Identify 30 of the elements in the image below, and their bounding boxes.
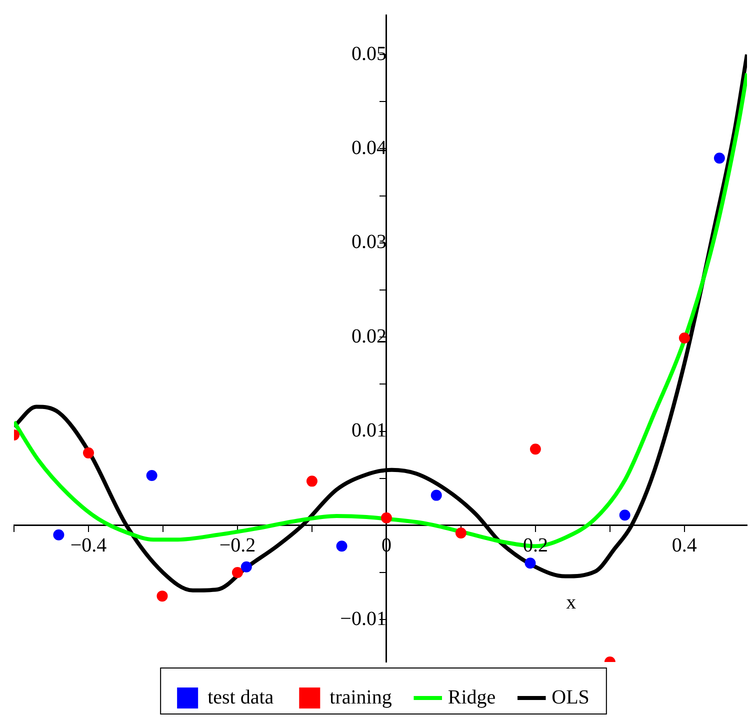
x-axis-title: x — [566, 592, 576, 614]
point — [146, 470, 158, 482]
point — [336, 540, 348, 552]
y-tick-label: −0.01 — [340, 608, 386, 630]
point — [240, 561, 252, 572]
y-tick-label: 0.01 — [351, 420, 386, 442]
y-tick-label: 0.05 — [351, 42, 386, 65]
legend-label: OLS — [552, 686, 590, 708]
x-tick-label: −0.2 — [219, 534, 256, 557]
point — [156, 590, 168, 602]
point — [82, 447, 94, 458]
point — [530, 444, 541, 455]
point — [619, 510, 630, 521]
x-tick-label: −0.4 — [70, 534, 107, 557]
point — [524, 558, 536, 569]
legend-label: Ridge — [448, 686, 496, 708]
point — [678, 332, 690, 344]
point — [53, 529, 64, 540]
point — [306, 476, 318, 487]
point — [232, 567, 243, 578]
legend-label: training — [330, 686, 392, 708]
point — [455, 527, 466, 538]
y-tick-label: 0.04 — [351, 136, 386, 159]
point — [430, 490, 442, 501]
point — [380, 512, 392, 524]
x-tick-label: 0.4 — [672, 534, 697, 557]
point — [714, 152, 725, 164]
legend-label: test data — [208, 686, 274, 708]
y-tick-label: 0.03 — [351, 231, 386, 254]
y-tick-label: 0.02 — [351, 325, 386, 348]
